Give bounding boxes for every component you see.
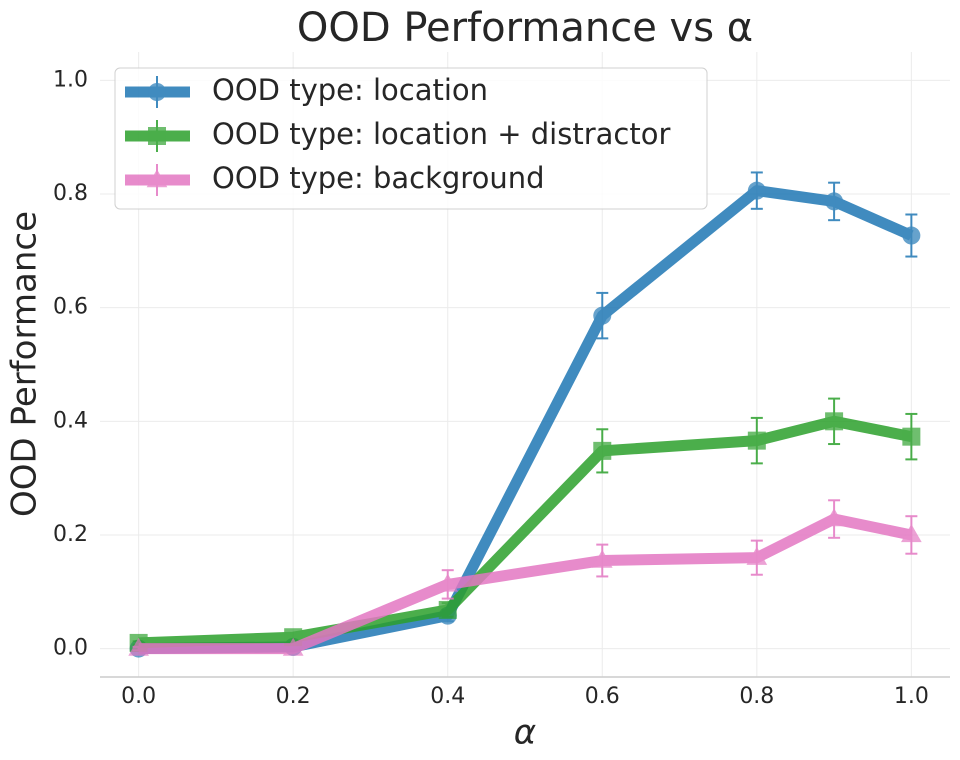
marker bbox=[747, 431, 766, 450]
legend-entry bbox=[125, 164, 190, 196]
y-tick-label: 0.6 bbox=[53, 295, 88, 320]
x-tick-label: 0.6 bbox=[585, 684, 620, 709]
series bbox=[128, 499, 922, 656]
marker bbox=[823, 508, 845, 527]
marker bbox=[825, 192, 844, 211]
marker bbox=[148, 83, 166, 101]
marker bbox=[148, 127, 166, 145]
line bbox=[138, 513, 913, 655]
x-tick-label: 0.4 bbox=[430, 684, 465, 709]
marker bbox=[593, 441, 612, 460]
legend-label: OOD type: location bbox=[212, 73, 488, 107]
legend-label: OOD type: location + distractor bbox=[212, 117, 670, 151]
x-tick-label: 1.0 bbox=[894, 684, 929, 709]
y-axis-label: OOD Performance bbox=[5, 211, 45, 517]
y-tick-label: 0.8 bbox=[53, 181, 88, 206]
marker bbox=[901, 524, 922, 543]
legend-entry bbox=[125, 120, 190, 152]
legend-entry bbox=[125, 76, 190, 108]
marker bbox=[146, 169, 168, 188]
legend-label: OOD type: background bbox=[212, 161, 545, 195]
marker bbox=[902, 427, 921, 446]
series bbox=[129, 171, 921, 658]
chart-title: OOD Performance vs α bbox=[297, 5, 753, 51]
x-tick-label: 0.2 bbox=[276, 684, 311, 709]
marker bbox=[591, 549, 613, 568]
legend-box bbox=[114, 67, 708, 210]
marker bbox=[282, 637, 304, 656]
series bbox=[129, 397, 921, 652]
marker bbox=[437, 573, 459, 592]
marker bbox=[746, 546, 768, 565]
marker bbox=[825, 412, 844, 431]
marker bbox=[438, 600, 457, 619]
marker bbox=[593, 306, 612, 325]
marker bbox=[747, 181, 766, 200]
y-tick-label: 0.0 bbox=[53, 636, 88, 661]
y-tick-label: 1.0 bbox=[53, 67, 88, 92]
marker bbox=[902, 226, 921, 245]
y-tick-label: 0.2 bbox=[53, 522, 88, 547]
y-tick-label: 0.4 bbox=[53, 408, 88, 433]
line bbox=[138, 185, 914, 655]
x-tick-label: 0.0 bbox=[121, 684, 156, 709]
x-tick-label: 0.8 bbox=[739, 684, 774, 709]
x-axis-label: α bbox=[514, 713, 536, 753]
marker bbox=[128, 637, 149, 656]
